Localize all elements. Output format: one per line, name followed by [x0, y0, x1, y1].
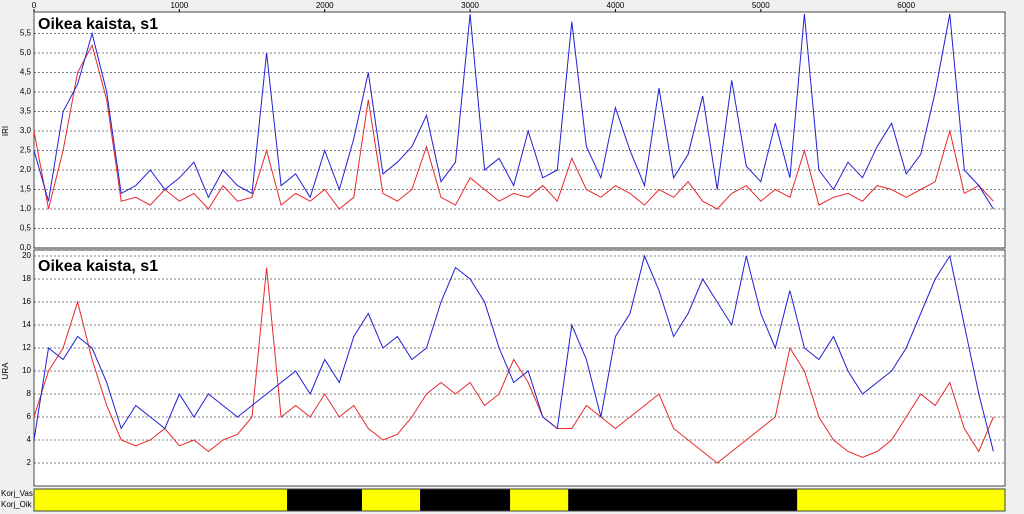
y-tick-label: 5,5	[20, 29, 32, 38]
x-tick-label: 0	[32, 1, 37, 10]
strip-segment	[34, 489, 288, 511]
y-axis-label: IRI	[1, 126, 10, 136]
series-line	[33, 254, 994, 452]
chart-title: Oikea kaista, s1	[38, 16, 158, 33]
y-tick-label: 0,5	[20, 224, 32, 233]
y-tick-label: 4,0	[20, 87, 32, 96]
y-tick-label: 18	[22, 274, 31, 283]
y-tick-label: 12	[22, 343, 31, 352]
y-tick-label: 16	[22, 297, 31, 306]
strip-segment	[420, 489, 511, 511]
y-tick-label: 20	[22, 251, 31, 260]
y-tick-label: 3,5	[20, 107, 32, 116]
chart-title: Oikea kaista, s1	[38, 258, 158, 275]
y-tick-label: 0,0	[20, 243, 32, 252]
strip-label: Korj_Oik	[1, 500, 33, 509]
series-line	[33, 13, 994, 210]
x-tick-label: 5000	[752, 1, 770, 10]
x-tick-label: 3000	[461, 1, 479, 10]
x-tick-label: 4000	[607, 1, 625, 10]
y-tick-label: 14	[22, 320, 31, 329]
y-tick-label: 1,5	[20, 185, 32, 194]
strip-label: Korj_Vas	[1, 489, 33, 498]
series-line	[33, 267, 994, 464]
strip-segment	[797, 489, 1005, 511]
x-tick-label: 1000	[170, 1, 188, 10]
strip-segment	[362, 489, 421, 511]
y-tick-label: 1,0	[20, 204, 32, 213]
strip-frame	[33, 488, 1006, 512]
y-tick-label: 6	[27, 412, 32, 421]
y-tick-label: 2	[27, 458, 32, 467]
plot-frame	[33, 11, 1006, 249]
y-tick-label: 4	[27, 435, 32, 444]
y-axis-label: URA	[1, 362, 10, 380]
x-tick-label: 6000	[897, 1, 915, 10]
y-tick-label: 10	[22, 366, 31, 375]
series-line	[33, 43, 994, 210]
strip-segment	[568, 489, 798, 511]
strip-segment	[510, 489, 569, 511]
y-tick-label: 2,0	[20, 165, 32, 174]
y-tick-label: 5,0	[20, 48, 32, 57]
strip-segment	[287, 489, 363, 511]
y-tick-label: 3,0	[20, 126, 32, 135]
y-tick-label: 4,5	[20, 68, 32, 77]
y-tick-label: 8	[27, 389, 32, 398]
x-tick-label: 2000	[316, 1, 334, 10]
y-tick-label: 2,5	[20, 146, 32, 155]
